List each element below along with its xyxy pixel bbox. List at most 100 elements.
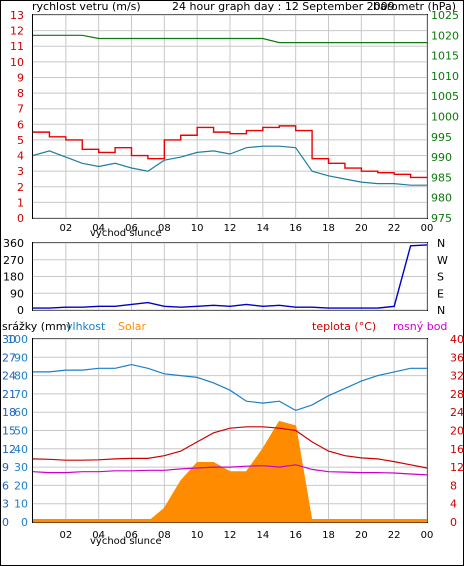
y-tick-label-pressure: 975 — [431, 212, 452, 225]
x-tick-label: 06 — [125, 530, 138, 541]
y-tick-label-pressure: 1010 — [431, 70, 459, 83]
y-tick-label-humidity: 70 — [14, 388, 28, 401]
y-tick-label-wind: 1 — [17, 196, 24, 209]
x-tick-label: 10 — [191, 530, 204, 541]
x-tick-label: 20 — [355, 530, 368, 541]
y-tick-label-temperature: 20 — [450, 425, 464, 438]
y-tick-label-pressure: 1020 — [431, 29, 459, 42]
y-tick-label-rain: 27 — [2, 351, 16, 364]
x-tick-label: 04 — [92, 530, 105, 541]
y-tick-label-wind: 12 — [10, 25, 24, 38]
compass-label: N — [437, 237, 445, 250]
x-tick-label: 18 — [322, 223, 335, 234]
y-tick-label-rain: 0 — [2, 516, 9, 529]
y-tick-label-rain: 15 — [2, 425, 16, 438]
x-tick-label: 08 — [158, 223, 171, 234]
series-wind-direction — [33, 244, 428, 309]
y-tick-label-pressure: 1000 — [431, 111, 459, 124]
compass-label: E — [437, 287, 444, 300]
legend-dewpoint: rosný bod — [393, 320, 447, 333]
y-tick-label-temperature: 16 — [450, 443, 464, 456]
y-tick-label-rain: 21 — [2, 388, 16, 401]
y-tick-label-rain: 6 — [2, 479, 9, 492]
y-tick-label-wind: 6 — [17, 118, 24, 131]
y-tick-label-wind: 9 — [17, 71, 24, 84]
y-tick-label-pressure: 995 — [431, 131, 452, 144]
y-tick-label-direction: 90 — [10, 287, 24, 300]
series-humidity — [33, 363, 427, 412]
x-tick-label: 22 — [388, 223, 401, 234]
wind-speed-label: rychlost vetru (m/s) — [32, 0, 141, 13]
y-tick-label-rain: 30 — [2, 333, 16, 346]
series-wind-gust — [33, 125, 427, 179]
rain-axis-label: srážky (mm) — [2, 320, 71, 333]
y-tick-label-humidity: 40 — [14, 443, 28, 456]
y-tick-label-pressure: 1005 — [431, 90, 459, 103]
x-tick-label: 16 — [289, 223, 302, 234]
chart-title: 24 hour graph day : 12 September 2009 — [172, 0, 395, 13]
series-rain-baseline — [33, 519, 427, 522]
y-tick-label-wind: 13 — [10, 9, 24, 22]
y-tick-label-temperature: 4 — [450, 498, 457, 511]
compass-label: W — [437, 254, 448, 267]
x-tick-label: 10 — [191, 223, 204, 234]
legend-temperature: teplota (°C) — [312, 320, 376, 333]
barometer-label: barometr (hPa) — [373, 0, 456, 13]
y-tick-label-temperature: 12 — [450, 461, 464, 474]
x-tick-label: 22 — [388, 530, 401, 541]
x-tick-label: 00 — [421, 530, 434, 541]
y-tick-label-humidity: 80 — [14, 370, 28, 383]
y-tick-label-rain: 9 — [2, 461, 9, 474]
series-temperature — [32, 426, 428, 469]
legend-solar: Solar — [118, 320, 147, 333]
y-tick-label-wind: 11 — [10, 40, 24, 53]
y-tick-label-wind: 2 — [17, 181, 24, 194]
y-tick-label-pressure: 980 — [431, 192, 452, 205]
x-tick-label: 20 — [355, 223, 368, 234]
x-tick-label: 08 — [158, 530, 171, 541]
y-tick-label-pressure: 1015 — [431, 50, 459, 63]
y-tick-label-rain: 3 — [2, 498, 9, 511]
y-tick-label-direction: 360 — [3, 237, 24, 250]
x-tick-label: 18 — [322, 530, 335, 541]
y-tick-label-rain: 12 — [2, 443, 16, 456]
series-pressure — [33, 34, 427, 44]
y-tick-label-temperature: 0 — [450, 516, 457, 529]
x-tick-label: 06 — [125, 223, 138, 234]
x-tick-label: 00 — [421, 223, 434, 234]
x-tick-label: 14 — [256, 530, 269, 541]
y-tick-label-humidity: 10 — [14, 498, 28, 511]
y-tick-label-wind: 8 — [17, 87, 24, 100]
y-tick-label-direction: 270 — [3, 254, 24, 267]
y-tick-label-humidity: 90 — [14, 351, 28, 364]
y-tick-label-temperature: 40 — [450, 333, 464, 346]
y-tick-label-rain: 18 — [2, 406, 16, 419]
x-tick-label: 16 — [289, 530, 302, 541]
y-tick-label-humidity: 100 — [7, 333, 28, 346]
x-tick-label: 14 — [256, 223, 269, 234]
y-tick-label-wind: 4 — [17, 150, 24, 163]
x-tick-label: 04 — [92, 223, 105, 234]
x-tick-label: 12 — [224, 530, 237, 541]
y-tick-label-temperature: 8 — [450, 479, 457, 492]
y-tick-label-wind: 3 — [17, 165, 24, 178]
legend-humidity: vlhkost — [66, 320, 106, 333]
y-tick-label-wind: 7 — [17, 103, 24, 116]
y-tick-label-direction: 0 — [17, 304, 24, 317]
y-tick-label-rain: 24 — [2, 370, 16, 383]
x-tick-label: 02 — [59, 223, 72, 234]
series-dewpoint — [32, 464, 428, 476]
sunrise-label-bottom: východ slunce — [90, 535, 162, 547]
sunrise-label-top: východ slunce — [90, 227, 162, 239]
series-wind-avg — [32, 145, 427, 186]
y-tick-label-pressure: 990 — [431, 151, 452, 164]
y-tick-label-direction: 180 — [3, 271, 24, 284]
y-tick-label-temperature: 24 — [450, 406, 464, 419]
y-tick-label-temperature: 28 — [450, 388, 464, 401]
y-tick-label-humidity: 60 — [14, 406, 28, 419]
y-tick-label-temperature: 36 — [450, 351, 464, 364]
x-tick-label: 12 — [224, 223, 237, 234]
y-tick-label-wind: 0 — [17, 212, 24, 225]
y-tick-label-humidity: 0 — [21, 516, 28, 529]
